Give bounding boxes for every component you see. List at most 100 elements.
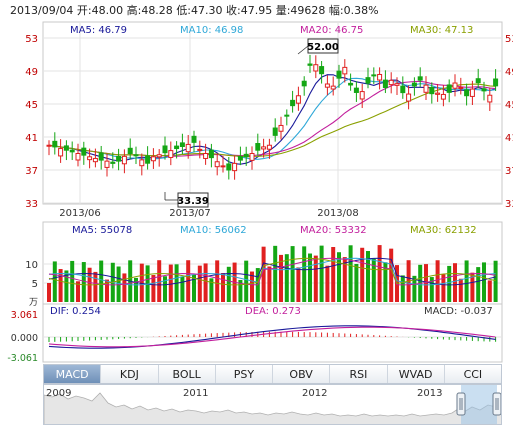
price-y-tick-right: 37 [505, 166, 513, 177]
volume-bar [47, 283, 51, 302]
volume-bar [342, 257, 347, 302]
candle-body [197, 148, 203, 151]
tab-obv[interactable]: OBV [273, 365, 331, 383]
volume-bar [279, 254, 283, 302]
volume-bar [93, 271, 98, 302]
x-tick-2013-06: 2013/06 [59, 208, 101, 219]
volume-bar [331, 247, 336, 302]
volume-bar [319, 245, 324, 302]
volume-bar [389, 248, 394, 302]
navigator-left-handle[interactable] [456, 392, 466, 416]
candle-body [377, 73, 383, 81]
price-ma-label: MA20: 46.75 [300, 25, 363, 36]
candle-body [92, 157, 98, 163]
volume-bar [377, 245, 382, 302]
candle-body [232, 162, 238, 172]
candle-body [75, 153, 81, 161]
macd-tick-bottom: -3.061 [7, 353, 38, 364]
volume-bar [244, 260, 249, 302]
macd-tick-top: 3.061 [11, 310, 38, 321]
volume-bar [157, 260, 162, 302]
volume-bar [412, 275, 417, 302]
volume-bar [470, 272, 475, 302]
candle-body [162, 145, 168, 154]
nav-year-2009: 2009 [46, 388, 71, 399]
candle-body [121, 155, 127, 165]
volume-bar [197, 265, 202, 302]
candle-body [237, 156, 243, 161]
candle-body [150, 156, 156, 162]
candle-body [452, 82, 458, 89]
volume-bar [453, 263, 457, 302]
candle-body [429, 86, 435, 95]
candle-body [69, 149, 75, 153]
volume-bar [366, 251, 370, 302]
candle-body [174, 145, 180, 150]
x-tick-2013-08: 2013/08 [317, 208, 359, 219]
candle-body [388, 79, 394, 86]
tab-rsi[interactable]: RSI [330, 365, 388, 383]
volume-bar [261, 246, 266, 302]
volume-bar [487, 280, 492, 302]
candle-body [272, 127, 278, 136]
candle-body [52, 140, 58, 148]
candlesticks[interactable] [46, 54, 499, 180]
tab-psy[interactable]: PSY [215, 365, 273, 383]
price-y-tick-right: 49 [505, 67, 513, 78]
price-y-tick-left: 33 [25, 199, 38, 210]
navigator-right-handle[interactable] [492, 392, 501, 416]
candle-body [464, 89, 470, 97]
candle-body [359, 91, 365, 100]
candle-body [249, 153, 255, 161]
tab-macd[interactable]: MACD [44, 365, 102, 383]
volume-bar [476, 267, 481, 302]
candle-body [487, 94, 493, 103]
candle-body [203, 153, 209, 159]
price-grid [43, 22, 502, 204]
candle-body [400, 85, 406, 94]
volume-bar [58, 269, 63, 302]
volume-bar [464, 260, 469, 302]
volume-bar [429, 277, 434, 302]
candle-body [353, 87, 359, 93]
volume-ma-lines [48, 257, 496, 286]
volume-bar [139, 263, 144, 302]
candle-body [295, 95, 301, 104]
candle-body [307, 63, 313, 66]
volume-bar [290, 246, 295, 302]
quote-change: 幅:0.38% [328, 4, 379, 17]
price-y-tick-left: 49 [25, 67, 38, 78]
price-y-tick-left: 37 [25, 166, 38, 177]
tab-cci[interactable]: CCI [444, 365, 501, 383]
candle-body [435, 92, 441, 95]
price-y-tick-right: 45 [505, 100, 513, 111]
price-y-axis-left: 53 49 45 41 37 33 [25, 34, 38, 210]
volume-ma-label: MA30: 62132 [410, 225, 477, 236]
candle-body [446, 84, 452, 93]
nav-year-2012: 2012 [302, 388, 327, 399]
volume-ma-label: MA10: 56062 [180, 225, 247, 236]
range-navigator[interactable]: 2009 2011 2012 2013 [43, 384, 502, 425]
tab-wvad[interactable]: WVAD [387, 365, 445, 383]
volume-bar [64, 270, 69, 302]
volume-bar [441, 274, 446, 302]
tab-boll[interactable]: BOLL [158, 365, 216, 383]
volume-bar [383, 262, 388, 302]
macd-value-label: MACD: -0.037 [424, 306, 493, 317]
volume-bar [76, 281, 80, 302]
nav-year-2011: 2011 [183, 388, 208, 399]
price-y-tick-left: 41 [25, 133, 38, 144]
candle-body [133, 154, 139, 157]
high-price-marker: 52.00 [297, 38, 339, 55]
stock-chart[interactable]: 53 49 45 41 37 33 53 49 45 41 37 33 MA5: 46.79 MA10… [0, 0, 513, 364]
macd-tick-zero: 0.000 [11, 333, 38, 344]
volume-bar [81, 262, 86, 302]
volume-bar [308, 253, 312, 302]
candle-body [319, 66, 325, 75]
tab-kdj[interactable]: KDJ [101, 365, 159, 383]
candle-body [313, 64, 319, 72]
candle-body [493, 78, 499, 87]
candle-body [417, 76, 423, 81]
navigator-selection[interactable] [461, 385, 497, 425]
candle-body [63, 145, 69, 151]
